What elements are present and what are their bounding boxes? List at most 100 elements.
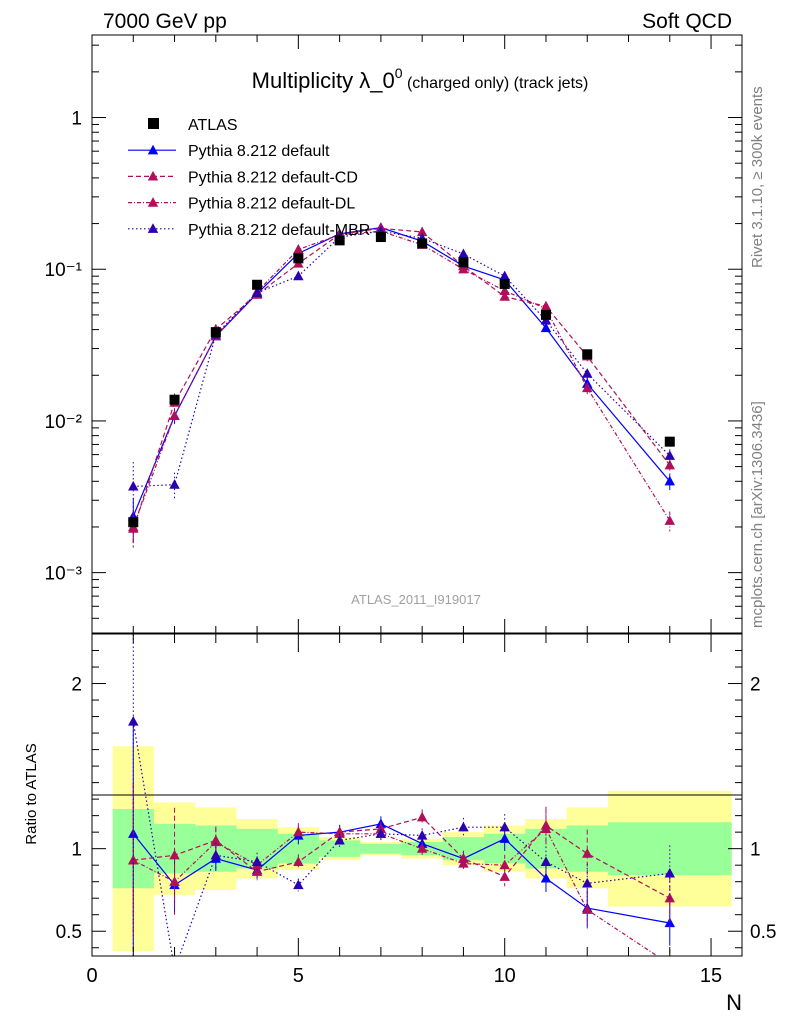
legend: ATLAS Pythia 8.212 default Pythia 8.212 de… <box>128 117 370 239</box>
ratio-y-tick-label: 1 <box>71 840 82 861</box>
legend-label: Pythia 8.212 default <box>188 143 330 160</box>
series-point-2 <box>499 285 510 296</box>
ratio-point-1 <box>169 849 180 860</box>
ratio-point-2 <box>458 858 469 868</box>
legend-label: ATLAS <box>188 117 238 134</box>
data-point <box>664 436 675 447</box>
ratio-point-2 <box>210 836 222 847</box>
data-point <box>128 517 139 528</box>
series-line-2 <box>132 230 671 528</box>
legend-marker <box>147 223 159 233</box>
data-point <box>334 235 345 246</box>
ratio-point-1 <box>499 871 510 881</box>
legend-marker <box>147 197 159 207</box>
main-panel: 1 10⁻¹ 10⁻² 10⁻³ Multiplicity λ_00 (charged… <box>45 34 743 634</box>
ratio-point-0 <box>499 833 510 843</box>
data-point <box>210 327 221 338</box>
ratio-point-3 <box>210 849 222 860</box>
x-tick-label: 0 <box>86 965 97 987</box>
data-point <box>540 309 551 320</box>
chart-title: Multiplicity λ_00 (charged only) (track … <box>252 65 589 93</box>
ratio-ylabel: Ratio to ATLAS <box>23 743 40 844</box>
series-point-2 <box>458 263 469 274</box>
ratio-frame <box>91 633 743 957</box>
series-line-1 <box>132 227 671 529</box>
legend-label: Pythia 8.212 default-CD <box>188 169 358 186</box>
ratio-point-3 <box>499 821 510 832</box>
y-tick-label: 1 <box>71 109 82 130</box>
data-point <box>252 279 263 290</box>
series-point-2 <box>169 410 180 420</box>
data-point <box>582 349 593 360</box>
legend-label: Pythia 8.212 default-DL <box>188 196 355 213</box>
ratio-point-2 <box>582 904 593 914</box>
x-tick-label: 5 <box>293 965 304 987</box>
ratio-point-1 <box>293 856 304 867</box>
watermark: ATLAS_2011_I919017 <box>351 592 481 607</box>
series-point-2 <box>664 515 676 525</box>
ratio-y-tick-label: 0.5 <box>56 922 82 943</box>
series-point-3 <box>293 270 304 281</box>
ratio-point-3 <box>375 828 387 838</box>
y-tick-label: 10⁻¹ <box>45 260 83 281</box>
ratio-y-tick-label: 2 <box>71 675 82 696</box>
ratio-point-3 <box>582 877 593 888</box>
series-point-1 <box>499 291 510 301</box>
x-tick-label: 15 <box>700 965 722 987</box>
series-point-1 <box>664 459 676 470</box>
legend-marker-data <box>148 118 159 129</box>
data-point <box>375 232 386 243</box>
ratio-point-2 <box>416 843 428 853</box>
data-point <box>417 238 428 249</box>
data-point <box>169 394 180 405</box>
series-point-3 <box>499 270 510 281</box>
ratio-point-3 <box>458 821 469 832</box>
ratio-point-3 <box>664 867 676 878</box>
series-point-3 <box>169 479 180 489</box>
ratio-point-1 <box>416 811 428 822</box>
ratio-point-2 <box>293 826 304 837</box>
ratio-panel: 0.5 0.5 1 1 2 2 0 5 10 15 Ratio to ATLAS N <box>23 633 776 1015</box>
ratio-point-2 <box>169 876 180 886</box>
series-point-3 <box>128 480 139 491</box>
x-tick-label: 10 <box>494 965 516 987</box>
header-left: 7000 GeV pp <box>103 10 227 33</box>
ratio-point-3 <box>540 856 552 867</box>
ratio-point-2 <box>665 959 675 969</box>
series-point-3 <box>582 368 593 378</box>
ratio-point-2 <box>499 859 510 870</box>
series-point-3 <box>251 287 263 297</box>
series-point-2 <box>582 382 593 393</box>
main-frame <box>91 34 743 634</box>
series-point-3 <box>664 450 676 460</box>
mcplots-label: mcplots.cern.ch [arXiv:1306.3436] <box>749 401 766 628</box>
data-point <box>293 253 304 264</box>
ratio-point-3 <box>416 829 428 840</box>
x-axis-label: N <box>726 990 742 1015</box>
ratio-y-tick-label-right: 0.5 <box>750 922 776 943</box>
data-point <box>499 278 510 289</box>
ratio-point-1 <box>251 866 263 876</box>
legend-label: Pythia 8.212 default-MBR <box>188 222 370 239</box>
y-tick-label: 10⁻² <box>45 412 83 433</box>
legend-marker <box>147 144 159 155</box>
series-point-2 <box>293 243 304 254</box>
series-point-0 <box>664 475 676 486</box>
legend-marker <box>147 170 159 181</box>
ratio-point-3 <box>169 964 179 974</box>
ratio-point-3 <box>334 834 345 845</box>
ratio-point-2 <box>334 828 345 838</box>
ratio-point-3 <box>293 879 304 890</box>
y-tick-label: 10⁻³ <box>45 564 83 585</box>
series-point-3 <box>458 248 469 259</box>
ratio-point-3 <box>251 856 263 867</box>
ratio-point-2 <box>540 823 552 833</box>
series-point-0 <box>540 322 552 333</box>
header-right: Soft QCD <box>642 10 732 33</box>
ratio-y-tick-label-right: 2 <box>750 675 761 696</box>
data-point <box>458 257 469 268</box>
rivet-label: Rivet 3.1.10, ≥ 300k events <box>749 86 766 268</box>
series-point-1 <box>416 226 428 237</box>
ratio-point-1 <box>582 848 593 858</box>
